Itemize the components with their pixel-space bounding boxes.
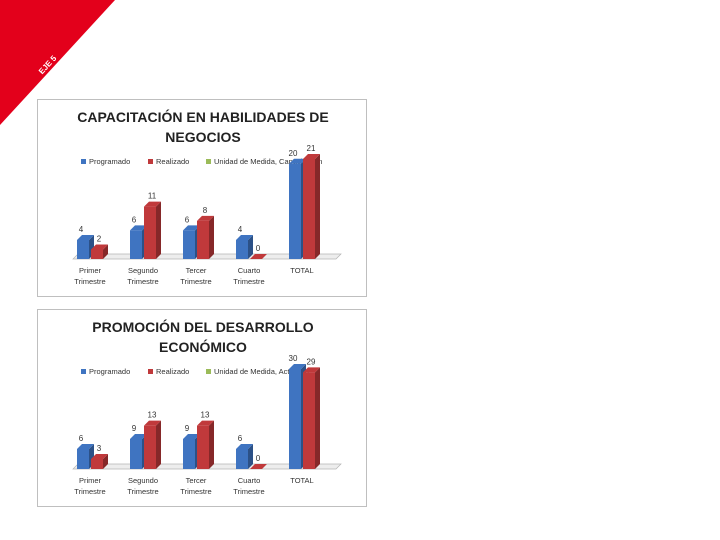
category-label-0: Primer xyxy=(79,476,102,485)
bar-programado-2 xyxy=(183,434,200,469)
data-label-programado-3: 4 xyxy=(238,225,243,234)
data-label-programado-4: 20 xyxy=(289,149,298,158)
category-label-1: Segundo xyxy=(128,476,158,485)
legend-swatch-1 xyxy=(148,159,153,164)
bar-programado-0 xyxy=(77,234,94,259)
data-label-realizado-0: 3 xyxy=(97,444,102,453)
chart-promocion-panel: PROMOCIÓN DEL DESARROLLO ECONÓMICO Program… xyxy=(37,309,367,507)
chart-capacitacion-panel: CAPACITACIÓN EN HABILIDADES DE NEGOCIOS Pr… xyxy=(37,99,367,297)
chart-capacitacion: CAPACITACIÓN EN HABILIDADES DE NEGOCIOS Pr… xyxy=(72,108,342,286)
data-label-programado-2: 9 xyxy=(185,424,190,433)
bar-realizado-1 xyxy=(144,201,161,259)
category-label-4: TOTAL xyxy=(290,476,313,485)
category-label-1: Trimestre xyxy=(127,487,158,496)
bar-realizado-4 xyxy=(303,367,320,469)
category-label-1: Segundo xyxy=(128,266,158,275)
category-label-2: Tercer xyxy=(186,476,207,485)
red-corner-triangle xyxy=(0,0,115,125)
data-label-realizado-4: 29 xyxy=(307,357,316,366)
data-label-programado-2: 6 xyxy=(185,215,190,224)
data-label-programado-1: 6 xyxy=(132,215,137,224)
category-label-3: Cuarto xyxy=(238,266,261,275)
data-label-programado-4: 30 xyxy=(289,354,298,363)
legend-label-1: Realizado xyxy=(156,367,189,376)
category-label-2: Trimestre xyxy=(180,487,211,496)
category-label-2: Tercer xyxy=(186,266,207,275)
data-label-programado-1: 9 xyxy=(132,424,137,433)
category-label-4: TOTAL xyxy=(290,266,313,275)
chart-title-line: PROMOCIÓN DEL DESARROLLO xyxy=(92,318,314,335)
bar-programado-3 xyxy=(236,444,253,469)
category-label-0: Primer xyxy=(79,266,102,275)
legend-swatch-2 xyxy=(206,159,211,164)
legend-swatch-2 xyxy=(206,369,211,374)
chart-title-line: ECONÓMICO xyxy=(159,338,247,355)
chart-promocion: PROMOCIÓN DEL DESARROLLO ECONÓMICO Program… xyxy=(72,318,342,496)
data-label-realizado-3: 0 xyxy=(256,454,261,463)
bar-realizado-2 xyxy=(197,215,214,259)
category-label-3: Trimestre xyxy=(233,277,264,286)
data-label-realizado-2: 8 xyxy=(203,206,208,215)
data-label-realizado-3: 0 xyxy=(256,244,261,253)
chart-title-line: NEGOCIOS xyxy=(165,129,240,145)
data-label-realizado-0: 2 xyxy=(97,234,102,243)
corner-banner: EJE 5 DESARROLLO SOCIAL xyxy=(0,0,115,125)
data-label-realizado-4: 21 xyxy=(307,144,316,153)
category-label-0: Trimestre xyxy=(74,487,105,496)
bar-realizado-4 xyxy=(303,154,320,259)
legend-label-2: Unidad de Medida, Capacitación xyxy=(214,157,322,166)
data-label-realizado-1: 11 xyxy=(148,192,157,201)
legend-swatch-0 xyxy=(81,159,86,164)
data-label-programado-0: 4 xyxy=(79,225,84,234)
category-label-0: Trimestre xyxy=(74,277,105,286)
legend-label-0: Programado xyxy=(89,157,130,166)
data-label-programado-0: 6 xyxy=(79,434,84,443)
bar-realizado-1 xyxy=(144,420,161,469)
bar-realizado-0 xyxy=(91,244,108,259)
category-label-3: Cuarto xyxy=(238,476,261,485)
bar-realizado-3 xyxy=(250,254,267,259)
legend-label-0: Programado xyxy=(89,367,130,376)
legend-label-1: Realizado xyxy=(156,157,189,166)
bar-programado-3 xyxy=(236,234,253,259)
data-label-realizado-2: 13 xyxy=(201,411,210,420)
category-label-1: Trimestre xyxy=(127,277,158,286)
legend-swatch-1 xyxy=(148,369,153,374)
bar-realizado-0 xyxy=(91,454,108,469)
category-label-2: Trimestre xyxy=(180,277,211,286)
chart-title-line: CAPACITACIÓN EN HABILIDADES DE xyxy=(77,108,329,125)
data-label-realizado-1: 13 xyxy=(148,411,157,420)
bar-realizado-2 xyxy=(197,420,214,469)
bar-realizado-3 xyxy=(250,464,267,469)
legend-label-2: Unidad de Medida, Actividad xyxy=(214,367,309,376)
data-label-programado-3: 6 xyxy=(238,434,243,443)
legend-swatch-0 xyxy=(81,369,86,374)
category-label-3: Trimestre xyxy=(233,487,264,496)
